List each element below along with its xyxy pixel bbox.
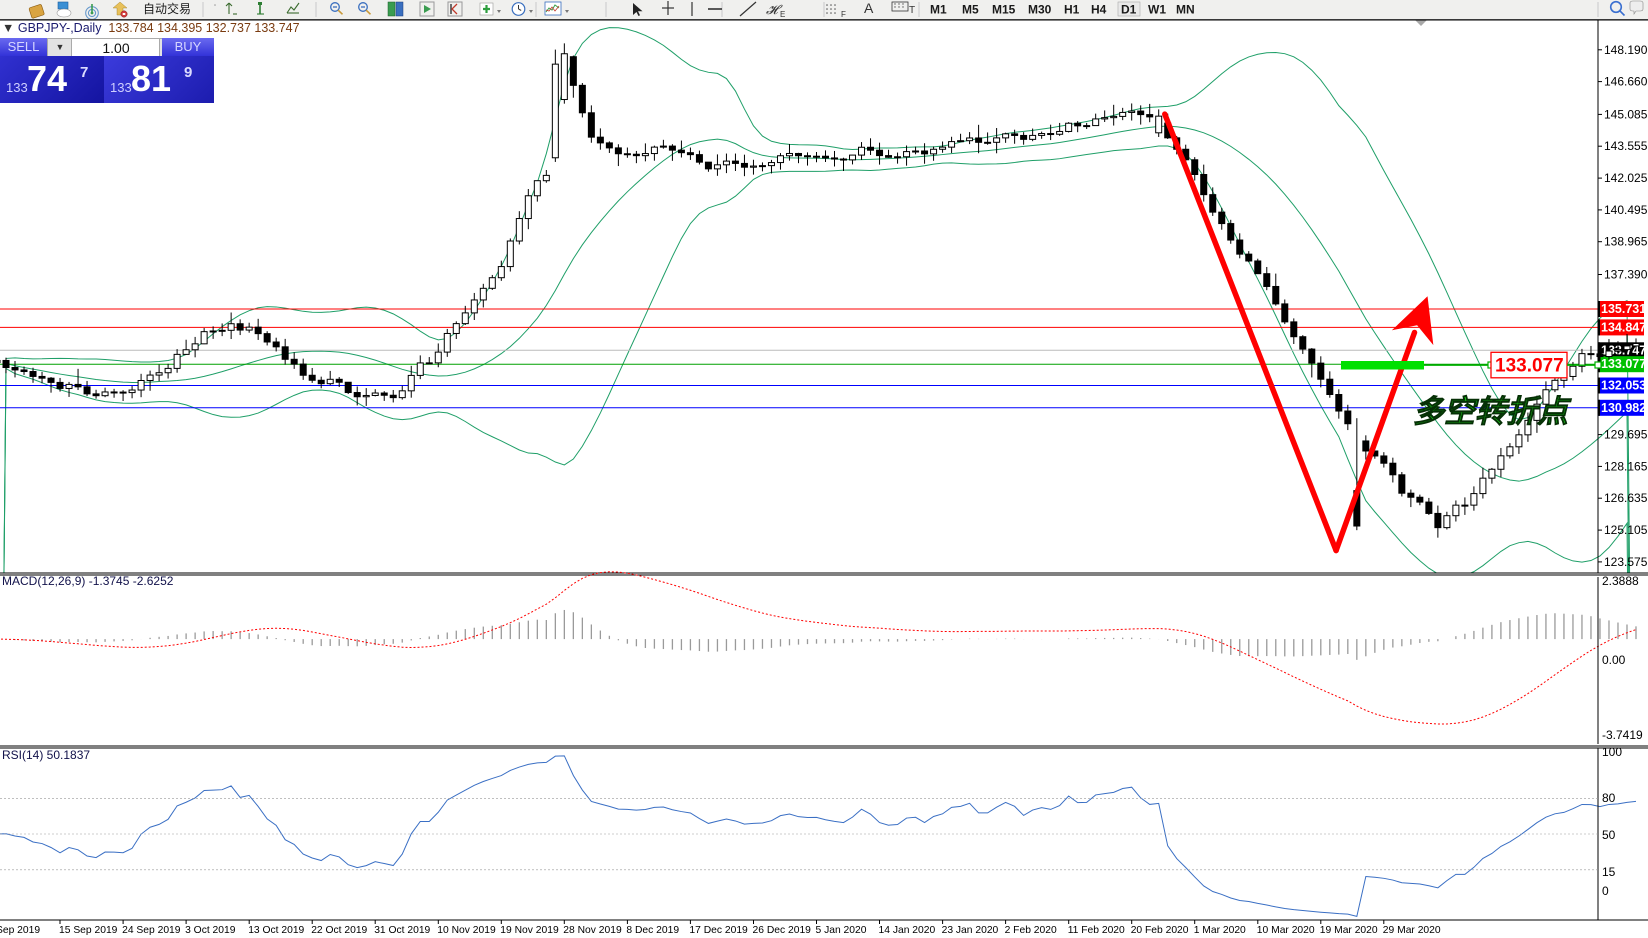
svg-text:19 Nov 2019: 19 Nov 2019 <box>500 925 559 936</box>
svg-text:148.190: 148.190 <box>1604 43 1648 57</box>
svg-text:14 Jan 2020: 14 Jan 2020 <box>879 925 936 936</box>
svg-text:26 Dec 2019: 26 Dec 2019 <box>753 925 812 936</box>
svg-text:135.731: 135.731 <box>1601 302 1646 316</box>
svg-text:100: 100 <box>1602 745 1622 759</box>
svg-text:15 Sep 2019: 15 Sep 2019 <box>59 925 118 936</box>
svg-text:10 Mar 2020: 10 Mar 2020 <box>1257 925 1315 936</box>
svg-text:134.847: 134.847 <box>1601 320 1646 334</box>
svg-text:17 Dec 2019: 17 Dec 2019 <box>689 925 748 936</box>
svg-text:0: 0 <box>1602 884 1609 898</box>
svg-text:145.085: 145.085 <box>1604 107 1648 121</box>
svg-text:142.025: 142.025 <box>1604 171 1648 185</box>
svg-text:125.105: 125.105 <box>1604 523 1648 537</box>
svg-text:10 Nov 2019: 10 Nov 2019 <box>437 925 496 936</box>
svg-text:MACD(12,26,9) -1.3745 -2.6252: MACD(12,26,9) -1.3745 -2.6252 <box>2 574 174 588</box>
svg-text:1 Mar 2020: 1 Mar 2020 <box>1194 925 1246 936</box>
svg-text:132.053: 132.053 <box>1601 379 1646 393</box>
svg-text:29 Mar 2020: 29 Mar 2020 <box>1383 925 1441 936</box>
svg-text:3 Oct 2019: 3 Oct 2019 <box>185 925 236 936</box>
svg-text:-3.7419: -3.7419 <box>1602 728 1643 742</box>
svg-text:140.495: 140.495 <box>1604 203 1648 217</box>
svg-text:19 Mar 2020: 19 Mar 2020 <box>1320 925 1378 936</box>
svg-text:23 Jan 2020: 23 Jan 2020 <box>942 925 999 936</box>
svg-text:123.575: 123.575 <box>1604 555 1648 569</box>
svg-text:0.00: 0.00 <box>1602 653 1626 667</box>
svg-text:137.390: 137.390 <box>1604 268 1648 282</box>
svg-text:130.982: 130.982 <box>1601 401 1646 415</box>
svg-text:5 Jan 2020: 5 Jan 2020 <box>816 925 867 936</box>
svg-text:28 Nov 2019: 28 Nov 2019 <box>563 925 622 936</box>
svg-text:22 Oct 2019: 22 Oct 2019 <box>311 925 367 936</box>
svg-text:128.165: 128.165 <box>1604 459 1648 473</box>
svg-text:80: 80 <box>1602 791 1616 805</box>
svg-text:RSI(14) 50.1837: RSI(14) 50.1837 <box>2 748 90 762</box>
svg-text:146.660: 146.660 <box>1604 75 1648 89</box>
svg-text:Sep 2019: Sep 2019 <box>0 925 40 936</box>
svg-text:138.965: 138.965 <box>1604 235 1648 249</box>
svg-text:24 Sep 2019: 24 Sep 2019 <box>122 925 181 936</box>
svg-text:15: 15 <box>1602 865 1616 879</box>
svg-text:129.695: 129.695 <box>1604 428 1648 442</box>
svg-text:126.635: 126.635 <box>1604 491 1648 505</box>
svg-text:133.077: 133.077 <box>1495 356 1564 377</box>
svg-text:13 Oct 2019: 13 Oct 2019 <box>248 925 304 936</box>
svg-text:11 Feb 2020: 11 Feb 2020 <box>1068 925 1125 936</box>
svg-text:31 Oct 2019: 31 Oct 2019 <box>374 925 430 936</box>
svg-text:2 Feb 2020: 2 Feb 2020 <box>1005 925 1057 936</box>
svg-text:50: 50 <box>1602 828 1616 842</box>
svg-text:2.3888: 2.3888 <box>1602 574 1639 588</box>
svg-text:20 Feb 2020: 20 Feb 2020 <box>1131 925 1189 936</box>
svg-text:143.555: 143.555 <box>1604 139 1648 153</box>
svg-text:8 Dec 2019: 8 Dec 2019 <box>626 925 679 936</box>
svg-text:多空转折点: 多空转折点 <box>1413 394 1572 429</box>
svg-text:133.077: 133.077 <box>1601 357 1646 371</box>
